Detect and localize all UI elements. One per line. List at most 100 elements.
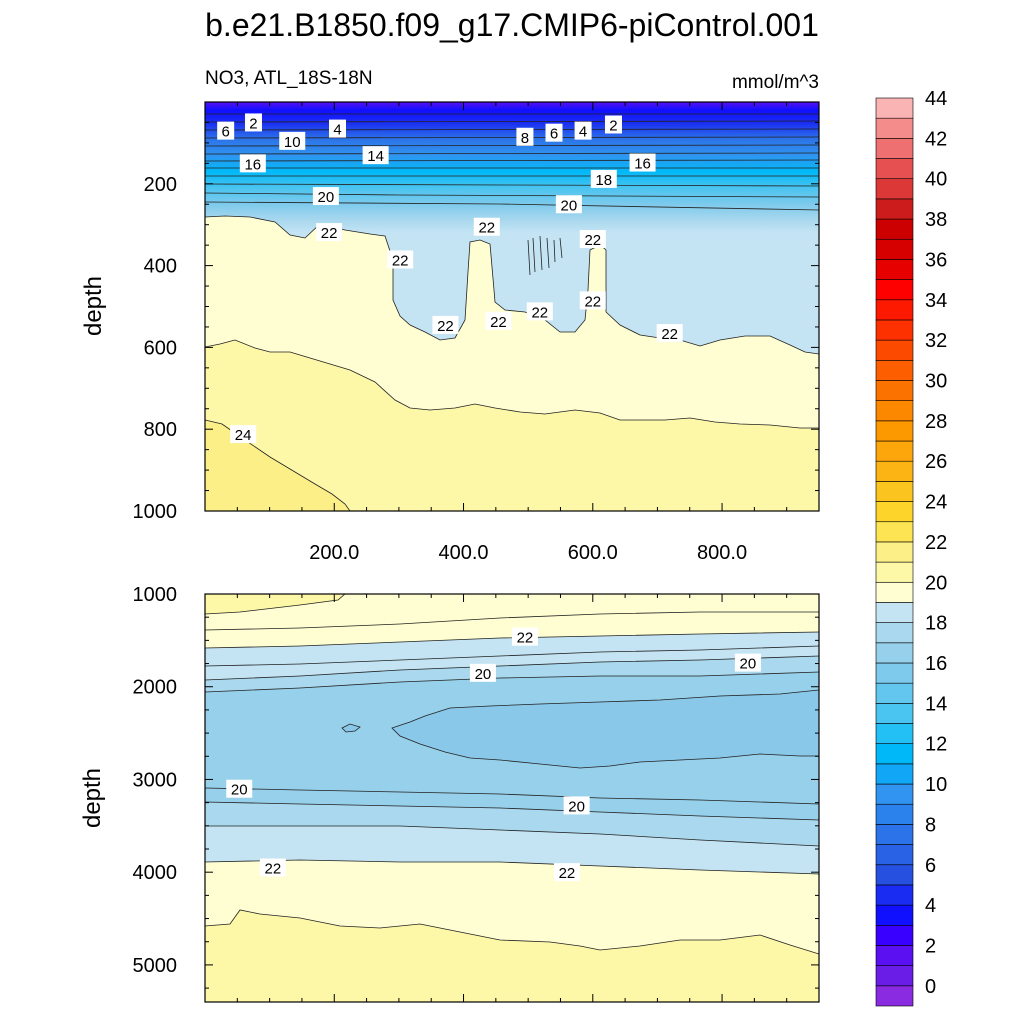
- upper-contour-label-text: 4: [579, 124, 587, 141]
- colorbar-swatch: [875, 723, 914, 744]
- lower-contour-label-box: [511, 627, 538, 646]
- colorbar-label: 18: [925, 613, 947, 635]
- upper-contour-line: [205, 183, 819, 187]
- upper-x-tick-label: 800.0: [697, 542, 747, 564]
- lower-contour-label: 20: [469, 663, 496, 683]
- colorbar-label: 12: [925, 734, 947, 756]
- colorbar-label: 40: [925, 169, 947, 191]
- colorbar-swatch: [875, 803, 914, 825]
- colorbar-swatch: [875, 218, 914, 240]
- upper-contour-label-text: 22: [490, 314, 507, 331]
- upper-contour-label-box: [590, 169, 617, 188]
- colorbar-swatch: [875, 682, 914, 704]
- lower-contour-line: [205, 655, 819, 681]
- upper-contour-label-text: 10: [284, 134, 301, 151]
- colorbar-swatch: [875, 178, 914, 200]
- upper-contour-label: 24: [230, 425, 257, 444]
- variable-region-label: NO3, ATL_18S-18N: [205, 68, 373, 89]
- colorbar-label: 36: [925, 249, 947, 271]
- colorbar-swatch: [875, 138, 914, 159]
- lower-contour-label-box: [226, 779, 253, 798]
- upper-contour-label: 2: [604, 115, 622, 134]
- upper-axis: 200 400 600 800 1000 200.0 400.0 600.0 800.0: [133, 101, 820, 564]
- colorbar-swatch: [875, 662, 914, 684]
- colorbar-label: 24: [925, 492, 947, 514]
- colorbar-label: 30: [925, 370, 947, 392]
- lower-contour-line: [205, 801, 819, 821]
- colorbar-swatch: [875, 400, 914, 422]
- upper-y-tick-label: 800: [144, 419, 177, 441]
- colorbar-swatch: [875, 440, 914, 462]
- colorbar-swatch: [875, 924, 914, 946]
- colorbar-swatch: [875, 481, 914, 502]
- colorbar-swatch: [875, 622, 914, 644]
- colorbar-swatch: [875, 521, 914, 543]
- lower-y-tick-label: 5000: [133, 955, 178, 977]
- upper-contour-label-text: 4: [333, 122, 341, 139]
- lower-contour-label-box: [259, 858, 286, 877]
- colorbar-label: 26: [925, 451, 947, 473]
- upper-contour-label-text: 2: [609, 117, 617, 134]
- upper-contour-label-text: 16: [244, 156, 261, 173]
- upper-contour-line: [527, 235, 563, 276]
- colorbar-label: 4: [925, 895, 936, 917]
- colorbar-label: 10: [925, 774, 947, 796]
- colorbar-swatch: [875, 884, 914, 906]
- upper-contour-label-box: [526, 302, 553, 321]
- colorbar-label: 32: [925, 330, 947, 352]
- upper-y-tick-label: 200: [144, 174, 177, 196]
- lower-contour-label-box: [563, 796, 590, 815]
- colorbar: 0246810121416182022242628303234363840424…: [875, 88, 947, 1007]
- lower-contour-line: [205, 671, 819, 693]
- lower-contour-label-box: [553, 863, 580, 882]
- lower-contour-label-box: [469, 663, 496, 682]
- lower-contour-line: [205, 859, 819, 875]
- upper-contour-label: 22: [387, 250, 414, 269]
- lower-panel: 22 20 20 20 20 22 22 1000 2000 3000 4000 5000 dept…: [79, 584, 820, 1003]
- colorbar-label: 16: [925, 653, 947, 675]
- upper-contour-label-text: 18: [595, 172, 612, 189]
- colorbar-swatch: [875, 864, 914, 886]
- lower-y-tick-label: 4000: [133, 862, 178, 884]
- colorbar-swatch: [875, 642, 914, 664]
- upper-contour-label-text: 24: [235, 427, 252, 444]
- colorbar-swatch: [875, 460, 914, 482]
- upper-contour-label: 16: [239, 154, 266, 173]
- lower-contour-label: 22: [259, 858, 286, 878]
- colorbar-swatch: [875, 238, 914, 260]
- colorbar-swatch: [875, 743, 914, 765]
- lower-contour-line: [205, 631, 819, 649]
- upper-contour-label: 22: [579, 230, 606, 249]
- colorbar-swatch: [875, 360, 914, 381]
- upper-contour-label-text: 22: [584, 232, 601, 249]
- upper-contour-line: [205, 152, 819, 155]
- upper-contour-label-text: 20: [318, 189, 335, 206]
- lower-contour-label-box: [734, 653, 761, 672]
- upper-contour-label-box: [656, 324, 683, 343]
- upper-contour-line: [205, 339, 819, 429]
- upper-contour-label-text: 14: [367, 148, 384, 165]
- lower-contour-line: [205, 645, 819, 667]
- lower-contour-label: 20: [734, 653, 761, 673]
- upper-y-tick-label: 600: [144, 337, 177, 359]
- upper-contour-label: 20: [555, 195, 582, 214]
- upper-contour-label-text: 22: [392, 252, 409, 269]
- lower-contour-line: [205, 787, 819, 805]
- upper-contour-line: [205, 136, 819, 139]
- upper-contour-label: 22: [432, 315, 459, 335]
- lower-y-tick-label: 3000: [133, 769, 178, 791]
- upper-contour-label-text: 22: [478, 220, 495, 237]
- colorbar-label: 2: [925, 935, 936, 957]
- colorbar-swatch: [875, 763, 914, 785]
- upper-contour-label-box: [239, 154, 266, 173]
- upper-contour-label-box: [579, 291, 606, 310]
- colorbar-swatch: [875, 380, 914, 401]
- colorbar-label: 14: [925, 693, 947, 715]
- colorbar-label: 28: [925, 411, 947, 433]
- lower-contour-label-text: 22: [517, 630, 534, 647]
- upper-contour-label-text: 2: [249, 115, 257, 132]
- upper-contour-label-box: [629, 153, 656, 172]
- upper-contour-label-box: [579, 230, 606, 249]
- colorbar-label: 20: [925, 572, 947, 594]
- upper-contour-label: 2: [244, 113, 262, 132]
